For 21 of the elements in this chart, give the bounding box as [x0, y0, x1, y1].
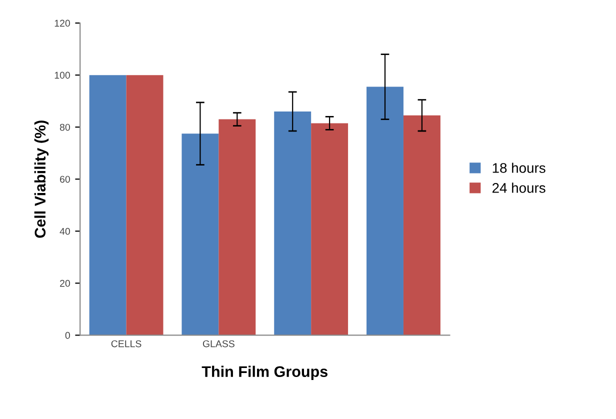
bar	[274, 111, 312, 336]
bar	[126, 75, 164, 336]
bar	[311, 123, 348, 336]
bar	[182, 134, 219, 336]
x-tick-label: GLASS	[202, 340, 234, 348]
legend-label: 18 hours	[492, 162, 546, 173]
y-tick-label: 120	[54, 20, 70, 27]
y-tick-label: 80	[60, 124, 70, 131]
y-tick-label: 100	[54, 72, 70, 79]
bar	[366, 86, 404, 336]
x-tick-label: CELLS	[111, 340, 142, 348]
bar	[89, 75, 126, 336]
legend-label: 24 hours	[492, 182, 546, 193]
y-axis-title: Cell Viability (%)	[34, 120, 49, 238]
y-tick-label: 40	[60, 228, 70, 235]
x-axis-title: Thin Film Groups	[202, 366, 328, 380]
bar	[403, 115, 440, 336]
bar	[218, 119, 256, 336]
y-tick-label: 60	[60, 176, 70, 183]
y-tick-label: 0	[65, 332, 70, 339]
y-tick-label: 20	[60, 280, 70, 287]
